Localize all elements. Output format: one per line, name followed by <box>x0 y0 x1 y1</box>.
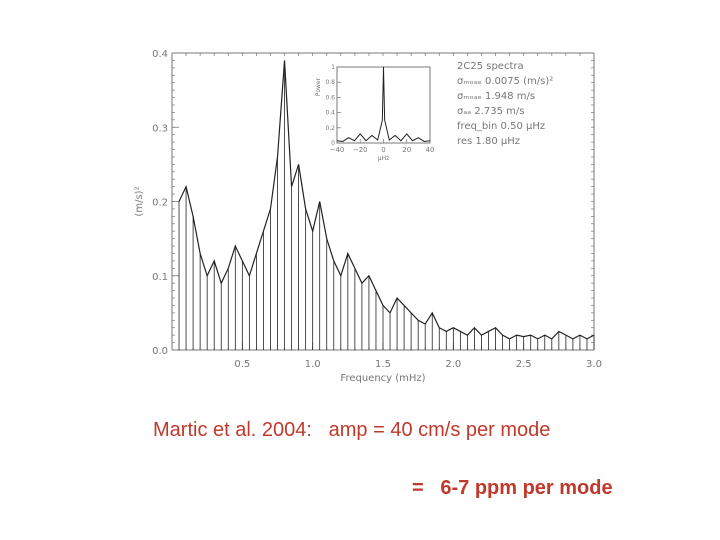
annotation-text: freq_bin 0.50 μHz <box>457 121 545 132</box>
y-tick-label: 0.0 <box>152 346 168 357</box>
annotation-text: σₘₒₐₑ 1.948 m/s <box>457 91 535 102</box>
inset-y-label: Power <box>315 77 322 96</box>
y-tick-label: 0.4 <box>152 49 168 60</box>
spectrum-line <box>178 60 595 340</box>
x-axis-label: Frequency (mHz) <box>340 373 425 384</box>
annotations: 2C25 spectra σₘₒₐₑ 0.0075 (m/s)² σₘₒₐₑ 1.9… <box>457 61 553 147</box>
inset-x-tick-label: −40 <box>330 146 345 154</box>
inset-x-tick-label: 0 <box>381 146 385 154</box>
x-tick-label: 1.0 <box>305 359 321 370</box>
x-tick-label: 2.5 <box>516 359 532 370</box>
inset-chart: −40 −20 0 20 40 0 0.2 0.4 0.6 0.8 1 μHz Power <box>315 64 434 162</box>
spectrum-chart: 0.5 1.0 1.5 2.0 2.5 3.0 0.0 0.1 0.2 0.3 0.4 Freque… <box>134 49 602 384</box>
annotation-text: res 1.80 μHz <box>457 136 520 147</box>
y-tick-label: 0.1 <box>152 272 168 283</box>
inset-x-tick-label: 20 <box>402 146 411 154</box>
inset-y-tick-label: 0.4 <box>325 110 335 117</box>
inset-y-tick-label: 0.6 <box>325 94 335 101</box>
caption-amplitude: Martic et al. 2004: amp = 40 cm/s per mo… <box>153 419 551 441</box>
y-tick-label: 0.2 <box>152 198 168 209</box>
x-tick-label: 0.5 <box>234 359 250 370</box>
x-tick-label: 1.5 <box>375 359 391 370</box>
inset-y-tick-label: 0 <box>331 140 335 147</box>
x-tick-label: 3.0 <box>586 359 602 370</box>
y-axis-label: (m/s)² <box>134 186 145 216</box>
inset-y-tick-label: 0.8 <box>325 79 335 86</box>
annotation-text: 2C25 spectra <box>457 61 524 72</box>
inset-y-tick-label: 1 <box>331 64 335 71</box>
inset-x-tick-label: 40 <box>426 146 435 154</box>
inset-y-tick-label: 0.2 <box>325 125 335 132</box>
inset-x-label: μHz <box>378 155 389 162</box>
y-tick-label: 0.3 <box>152 123 168 134</box>
x-tick-label: 2.0 <box>445 359 461 370</box>
main-series <box>178 60 595 350</box>
annotation-text: σₘₒₐₑ 0.0075 (m/s)² <box>457 76 553 87</box>
annotation-text: σₐₐ 2.735 m/s <box>457 106 524 117</box>
caption-ppm: = 6-7 ppm per mode <box>412 477 613 499</box>
inset-x-tick-label: −20 <box>353 146 368 154</box>
main-ticks: 0.5 1.0 1.5 2.0 2.5 3.0 0.0 0.1 0.2 0.3 0.4 <box>152 49 602 370</box>
inset-window-line <box>336 66 431 142</box>
